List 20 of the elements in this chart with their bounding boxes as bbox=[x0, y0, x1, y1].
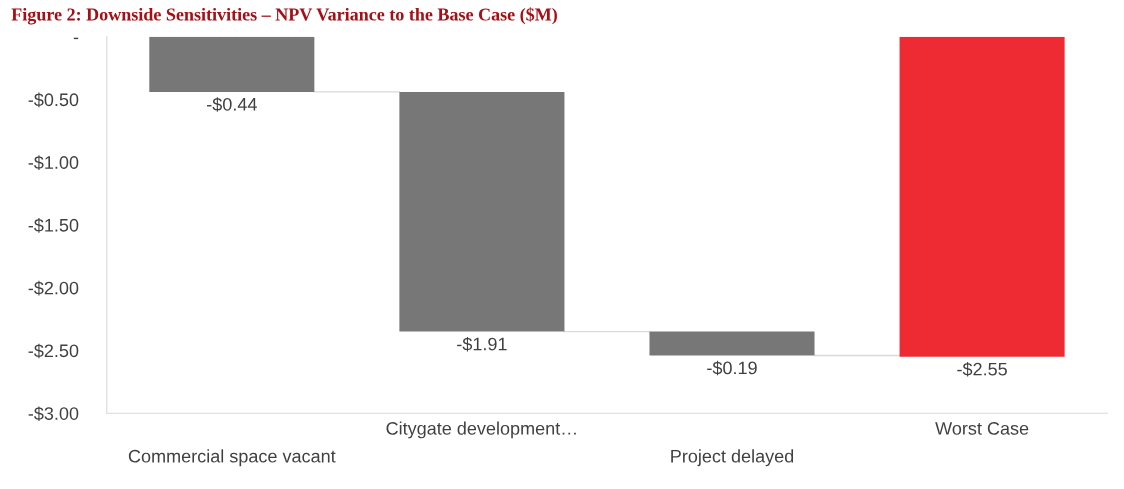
y-tick-label: -$3.00 bbox=[28, 406, 79, 421]
y-tick-label: -$1.00 bbox=[28, 155, 79, 170]
y-tick-label: - bbox=[73, 37, 79, 40]
x-tick-label: Worst Case bbox=[935, 422, 1029, 435]
y-tick-label: -$0.50 bbox=[28, 92, 79, 108]
x-tick-label: Project delayed bbox=[671, 449, 794, 467]
data-label: -$0.44 bbox=[207, 97, 257, 112]
y-tick-label: -$2.50 bbox=[28, 343, 79, 359]
x-tick-label: Commercial space vacant bbox=[128, 449, 336, 467]
bar bbox=[149, 36, 315, 92]
y-tick-label: -$1.50 bbox=[28, 218, 79, 233]
data-label: -$0.19 bbox=[707, 360, 757, 376]
chart-title: Figure 2: Downside Sensitivities – NPV Variance to the Base Case ($M) bbox=[11, 7, 557, 25]
data-label: -$2.55 bbox=[957, 362, 1007, 377]
bar bbox=[899, 36, 1065, 357]
y-tick-label: -$2.00 bbox=[28, 280, 79, 296]
bar bbox=[399, 91, 565, 332]
data-label: -$1.91 bbox=[457, 336, 507, 352]
bar bbox=[649, 331, 815, 356]
x-tick-label: Citygate development… bbox=[386, 421, 576, 439]
